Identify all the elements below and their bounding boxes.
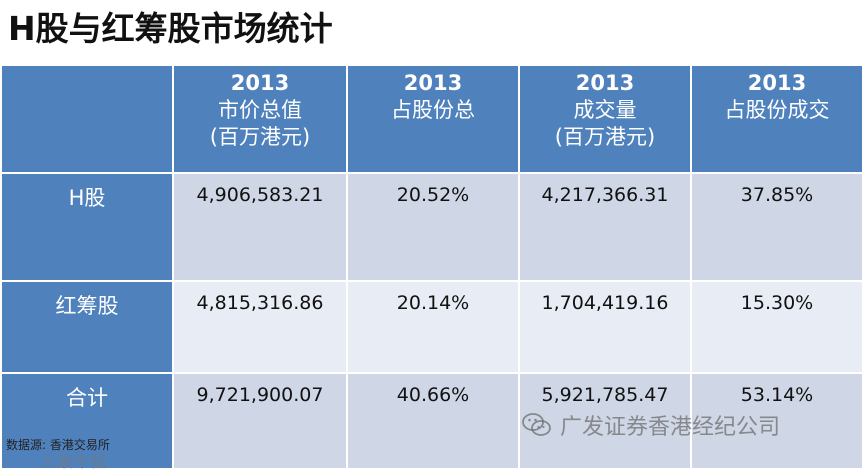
table-row: 红筹股 4,815,316.86 20.14% 1,704,419.16 15.… xyxy=(0,280,864,374)
header-year: 2013 xyxy=(230,71,290,95)
turnover-percent-cell: 53.14% xyxy=(690,372,864,470)
header-year: 2013 xyxy=(403,71,463,95)
brand-watermark: 广发证券香港经纪公司 xyxy=(522,409,780,441)
wechat-icon xyxy=(522,412,552,438)
faint-watermark: 人最牛猛 xyxy=(40,452,109,471)
source-note: 数据源: 香港交易所 xyxy=(6,438,110,452)
market-stats-table: 2013 市价总值 (百万港元) 2013 占股份总 2013 成交量 (百万港… xyxy=(0,64,864,470)
page-title: H股与红筹股市场统计 xyxy=(8,9,333,48)
market-value-cell: 4,815,316.86 xyxy=(172,280,348,374)
header-year: 2013 xyxy=(747,71,807,95)
table-row: 合计 9,721,900.07 40.66% 5,921,785.47 53.1… xyxy=(0,372,864,470)
table-row: H股 4,906,583.21 20.52% 4,217,366.31 37.8… xyxy=(0,172,864,282)
header-turnover: 2013 成交量 (百万港元) xyxy=(518,64,692,174)
turnover-percent-cell: 15.30% xyxy=(690,280,864,374)
turnover-cell: 4,217,366.31 xyxy=(518,172,692,282)
header-corner xyxy=(0,64,174,174)
row-label: 合计 xyxy=(0,372,174,470)
turnover-cell: 5,921,785.47 xyxy=(518,372,692,470)
turnover-cell: 1,704,419.16 xyxy=(518,280,692,374)
header-year: 2013 xyxy=(575,71,635,95)
share-percent-cell: 20.14% xyxy=(346,280,520,374)
market-stats-table-container: 2013 市价总值 (百万港元) 2013 占股份总 2013 成交量 (百万港… xyxy=(0,64,864,470)
header-unit: (百万港元) xyxy=(554,125,656,149)
header-label: 占股份成交 xyxy=(724,98,830,122)
turnover-percent-cell: 37.85% xyxy=(690,172,864,282)
header-unit: (百万港元) xyxy=(209,125,311,149)
header-turnover-percent: 2013 占股份成交 xyxy=(690,64,864,174)
market-value-cell: 4,906,583.21 xyxy=(172,172,348,282)
header-market-value: 2013 市价总值 (百万港元) xyxy=(172,64,348,174)
header-label: 成交量 xyxy=(573,98,637,122)
brand-watermark-text: 广发证券香港经纪公司 xyxy=(560,415,781,440)
market-value-cell: 9,721,900.07 xyxy=(172,372,348,470)
header-label: 市价总值 xyxy=(218,98,302,122)
share-percent-cell: 20.52% xyxy=(346,172,520,282)
row-label: 红筹股 xyxy=(0,280,174,374)
share-percent-cell: 40.66% xyxy=(346,372,520,470)
table-header-row: 2013 市价总值 (百万港元) 2013 占股份总 2013 成交量 (百万港… xyxy=(0,64,864,174)
header-label: 占股份总 xyxy=(391,98,475,122)
row-label: H股 xyxy=(0,172,174,282)
header-share-percent: 2013 占股份总 xyxy=(346,64,520,174)
